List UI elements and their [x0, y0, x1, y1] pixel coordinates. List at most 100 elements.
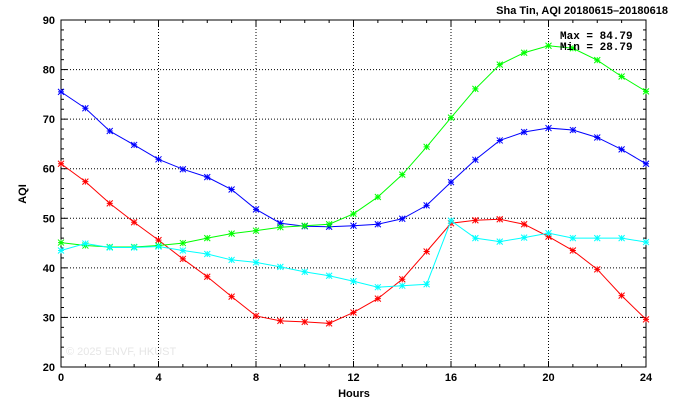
series-0-point	[57, 88, 65, 96]
series-1-point	[325, 320, 333, 327]
series-3-point	[350, 277, 357, 285]
series-1-point	[398, 275, 406, 283]
series-0-point	[106, 127, 114, 135]
series-0-point	[472, 156, 479, 164]
x-tick-label: 20	[542, 372, 554, 384]
series-1-point	[252, 312, 260, 320]
series-1-point	[569, 247, 577, 254]
series-0-point	[496, 137, 504, 144]
series-0-point	[447, 178, 455, 186]
series-0-point	[82, 104, 89, 112]
series-0-point	[569, 126, 577, 134]
series-1-point	[301, 318, 309, 326]
y-tick-label: 80	[43, 65, 55, 77]
series-0-point	[423, 202, 430, 209]
series-1-point	[57, 160, 65, 168]
series-3-point	[496, 238, 504, 245]
series-3-point	[447, 217, 455, 225]
series-2-point	[374, 193, 382, 201]
series-3-point	[228, 256, 235, 264]
series-0-point	[155, 155, 162, 163]
series-3-point	[203, 250, 211, 258]
series-0-point	[374, 220, 382, 228]
series-1-point	[545, 233, 552, 240]
series-2-point	[203, 234, 211, 242]
series-3-point	[642, 238, 650, 246]
series-2-point	[472, 85, 479, 93]
series-3-point	[106, 244, 114, 251]
y-axis-title: AQI	[17, 184, 29, 204]
y-tick-label: 20	[43, 362, 55, 374]
series-3-point	[252, 259, 260, 266]
series-1-point	[82, 178, 89, 185]
series-2-point	[642, 88, 650, 95]
series-1-point	[593, 265, 601, 273]
series-3-point	[618, 234, 625, 242]
y-tick-label: 40	[43, 263, 55, 275]
series-1-point	[155, 236, 162, 244]
series-2-point	[228, 230, 235, 238]
x-tick-label: 24	[640, 372, 653, 384]
series-3-point	[569, 234, 577, 242]
y-tick-label: 90	[43, 15, 55, 27]
series-1-point	[496, 215, 504, 223]
series-3-point	[545, 229, 552, 237]
x-tick-label: 0	[58, 372, 64, 384]
series-1-point	[179, 255, 187, 263]
series-3-point	[301, 268, 309, 276]
series-2-point	[520, 49, 528, 57]
series-1-point	[277, 317, 284, 325]
y-tick-label: 50	[43, 213, 55, 225]
x-axis-title: Hours	[338, 388, 370, 400]
series-0-point	[642, 160, 650, 168]
series-2-point	[277, 223, 284, 231]
series-0-point	[545, 124, 552, 132]
series-2-point	[252, 227, 260, 235]
series-3-point	[325, 272, 333, 280]
series-2-point	[57, 239, 65, 246]
series-0-point	[618, 146, 625, 153]
series-3-point	[130, 244, 138, 251]
series-0-point	[398, 215, 406, 223]
series-3-point	[593, 234, 601, 242]
series-3-point	[155, 243, 162, 250]
series-2-point	[350, 210, 357, 218]
series-1-point	[350, 309, 357, 316]
series-3-point	[423, 280, 430, 288]
series-2-point	[593, 56, 601, 64]
plot-area: 0 4 8 12 16 20 24 20 30 40 50 60 70 80 90	[43, 15, 653, 384]
series-3-point	[374, 283, 382, 291]
series-3-point	[57, 247, 65, 254]
series-2-point	[423, 143, 430, 151]
series-0-point	[277, 219, 284, 227]
series-0-point	[252, 206, 260, 213]
series-2-point	[398, 171, 406, 179]
series-2-point	[569, 44, 577, 52]
y-tick-label: 70	[43, 114, 55, 126]
series-1-point	[374, 295, 382, 302]
series-3-point	[179, 247, 187, 254]
x-tick-label: 16	[445, 372, 457, 384]
series-3-point	[82, 240, 89, 247]
series-0-point	[593, 134, 601, 141]
x-tick-label: 12	[347, 372, 359, 384]
y-tick-label: 60	[43, 164, 55, 176]
series-2-point	[545, 42, 552, 50]
series-1-point	[106, 200, 114, 207]
series-2-point	[179, 239, 187, 247]
series-3-point	[398, 282, 406, 290]
series-1-point	[228, 293, 235, 300]
series-0-point	[179, 165, 187, 173]
series-0-point	[520, 128, 528, 136]
series-1-point	[130, 218, 138, 226]
series-1-point	[642, 316, 650, 323]
series-1-point	[203, 273, 211, 281]
series-1-point	[472, 216, 479, 224]
series-2-point	[618, 73, 625, 80]
series-2-point	[496, 61, 504, 68]
series-0-point	[203, 173, 211, 181]
watermark: © 2025 ENVF, HKUST	[66, 346, 176, 358]
x-tick-label: 8	[253, 372, 259, 384]
series-3-point	[277, 263, 284, 271]
